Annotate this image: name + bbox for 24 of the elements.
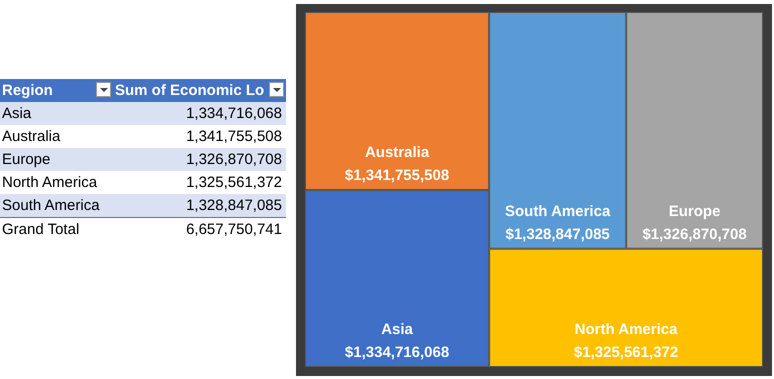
text: 1,326,870,708 [113,148,286,171]
text: 1,334,716,068 [113,102,286,125]
category-label: South America [504,202,611,220]
text: Region [0,79,113,102]
text: 1,325,561,372 [185,173,283,193]
text: North America [1,173,98,193]
data-label: $1,328,847,085 [506,226,610,243]
text: 1,341,755,508 [185,127,283,147]
text: South America [0,194,113,218]
category-label: North America [574,321,678,338]
data-label: $1,326,870,708 [642,226,747,243]
category-label: Asia [381,321,414,338]
text: 1,328,847,085 [113,194,286,218]
text: Grand Total [0,218,113,241]
data-label: $1,334,716,068 [344,344,450,361]
text: Europe [0,148,113,171]
text: 6,657,750,741 [113,218,286,241]
text: Asia [0,102,113,125]
text: Australia [1,127,62,147]
category-label: Australia [364,144,430,161]
data-label: $1,341,755,508 [344,166,450,184]
data-label: $1,325,561,372 [574,344,678,361]
text: Sum of Economic Lo [113,79,286,102]
category-label: Europe [668,202,720,220]
